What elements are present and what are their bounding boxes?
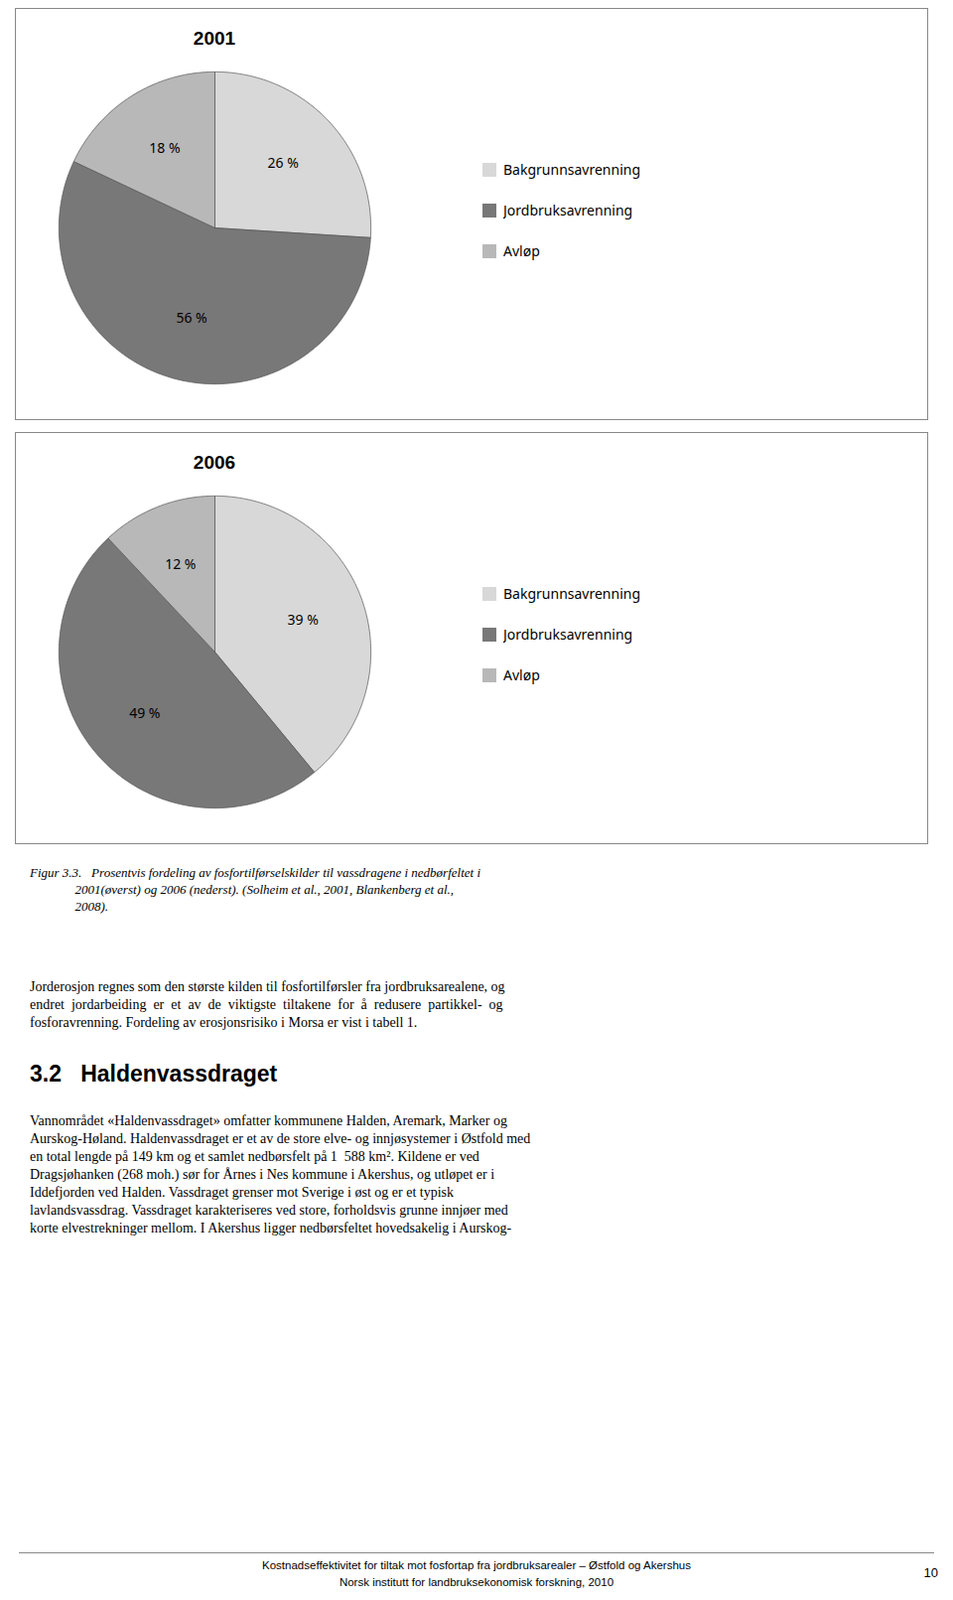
html-text:Dragsjøhanken (268 moh.) sør f: Dragsjøhanken (268 moh.) sør for Årnes i… [29,1166,495,1182]
svg-text:49 %: 49 % [129,702,160,722]
svg-text:56 %: 56 % [175,307,207,327]
html-text:Avløp: Avløp [503,664,540,684]
html-text:Jordbruksavrenning: Jordbruksavrenning [503,623,633,643]
svg-text:12 %: 12 % [164,553,196,573]
html-text:2001: 2001 [193,27,236,49]
html-text:Kostnadseffektivitet for tilta: Kostnadseffektivitet for tiltak mot fosf… [262,1558,691,1571]
svg-text:26 %: 26 % [268,152,299,172]
html-text:lavlandsvassdrag. Vassdraget k: lavlandsvassdrag. Vassdraget karakterise… [29,1202,509,1218]
html-text:en total lengde på 149 km og e: en total lengde på 149 km og et samlet n… [29,1148,480,1164]
html-text:10: 10 [923,1564,939,1580]
html-text:3.2 Haldenvassdraget: 3.2 Haldenvassdraget [29,1060,278,1087]
svg-text:39 %: 39 % [287,609,319,629]
html-text:fosforavrenning. Fordeling av: fosforavrenning. Fordeling av erosjonsri… [29,1014,418,1030]
svg-text:18 %: 18 % [148,137,180,157]
html-text:Aurskog-Høland. Haldenvassdrag: Aurskog-Høland. Haldenvassdraget er et a… [29,1130,531,1146]
html-text:Vannområdet «Haldenvassdraget»: Vannområdet «Haldenvassdraget» omfatter … [29,1112,508,1128]
html-text:Jordbruksavrenning: Jordbruksavrenning [503,200,633,219]
html-text:Jorderosjon regnes som den stø: Jorderosjon regnes som den største kilde… [29,978,505,994]
html-text:Avløp: Avløp [503,240,540,260]
html-text:Iddefjorden ved Halden. Vassdr: Iddefjorden ved Halden. Vassdraget grens… [29,1184,454,1200]
html-text:Figur 3.3. Prosentvis fordelin: Figur 3.3. Prosentvis fordeling av fosfo… [29,864,481,914]
html-text:korte elvestrekninger mellom.: korte elvestrekninger mellom. I Akershus… [29,1220,512,1235]
html-text:Norsk institutt for landbrukse: Norsk institutt for landbruksekonomisk f… [339,1575,614,1588]
html-text:Bakgrunnsavrenning: Bakgrunnsavrenning [503,159,641,179]
html-text:endret jordarbeiding er et av: endret jordarbeiding er et av de viktigs… [29,996,503,1012]
html-text:Bakgrunnsavrenning: Bakgrunnsavrenning [503,583,641,603]
html-text:2006: 2006 [193,451,236,473]
